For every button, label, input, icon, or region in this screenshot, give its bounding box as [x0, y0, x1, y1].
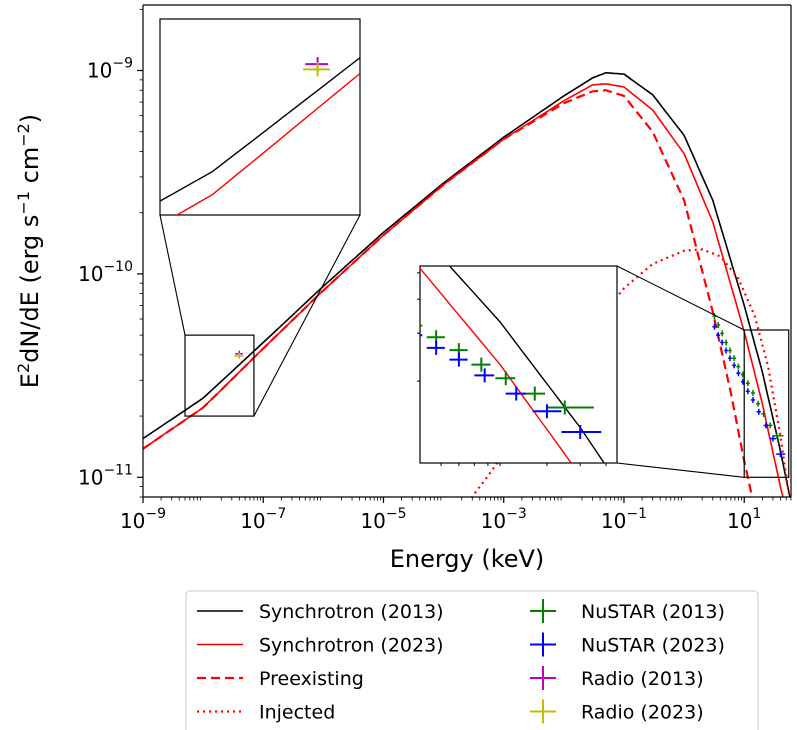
axes: 10−9 10−7 10−5 10−3 10−1 101 10−11 10−10 10−9	[78, 4, 792, 533]
series-line-0	[143, 71, 791, 497]
legend-label: Preexisting	[259, 668, 364, 690]
x-axis-label: Energy (keV)	[390, 545, 545, 573]
y-tick-label: 10−10	[78, 259, 133, 286]
series-line-2	[143, 89, 754, 497]
inset-series-line-1	[420, 267, 573, 463]
inset-radio-zoom	[159, 18, 361, 216]
zoom-box-xray	[616, 265, 790, 478]
inset-xray-zoom	[417, 265, 618, 466]
x-tick-label: 10−1	[601, 506, 647, 533]
main-plot-area	[143, 71, 791, 497]
legend: Synchrotron (2013) Synchrotron (2023) Pree…	[185, 590, 759, 730]
y-axis-label: E2dN/dE (erg s−1 cm−2)	[14, 114, 44, 388]
y-tick-label: 10−11	[78, 462, 133, 489]
inset-series-line-0	[160, 56, 360, 202]
legend-label: NuSTAR (2013)	[581, 601, 725, 623]
y-tick-label: 10−9	[87, 56, 133, 83]
inset-series-line-1	[175, 72, 360, 215]
x-tick-label: 10−5	[360, 506, 406, 533]
legend-label: Radio (2023)	[581, 702, 704, 724]
legend-label: Injected	[259, 702, 335, 724]
legend-label: Synchrotron (2023)	[259, 635, 444, 657]
zoom-box-radio	[159, 214, 361, 417]
x-tick-label: 101	[727, 506, 761, 533]
legend-label: NuSTAR (2023)	[581, 635, 725, 657]
x-tick-label: 10−9	[120, 506, 166, 533]
x-tick-label: 10−7	[240, 506, 286, 533]
x-tick-label: 10−3	[481, 506, 527, 533]
legend-label: Synchrotron (2013)	[259, 601, 444, 623]
legend-label: Radio (2013)	[581, 668, 704, 690]
